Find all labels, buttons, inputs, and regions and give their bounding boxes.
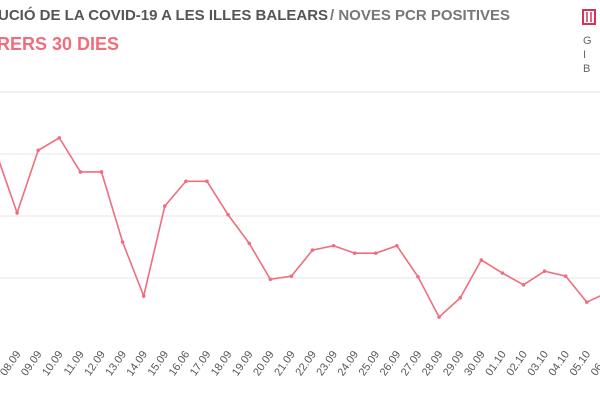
x-tick-label: 27.09	[399, 349, 425, 378]
x-tick-label: 04.10	[547, 349, 573, 378]
point	[416, 274, 420, 279]
point	[184, 179, 188, 184]
x-tick-label: 05.10	[568, 349, 594, 378]
point	[458, 296, 463, 300]
x-tick-label: 28.09	[420, 349, 446, 378]
point	[500, 271, 505, 275]
point	[331, 243, 336, 248]
logo: G I B	[582, 9, 596, 75]
x-tick-label: 20.09	[251, 349, 277, 378]
x-tick-label: 19.09	[230, 349, 256, 378]
point	[521, 283, 526, 287]
x-tick-label: 15.09	[146, 349, 172, 378]
logo-text: I	[583, 49, 586, 61]
x-tick-label: 21.09	[272, 349, 298, 378]
chart-subtitle: RERS 30 DIES	[0, 34, 119, 54]
x-tick-label: 25.09	[357, 349, 383, 378]
x-tick-label: 12.09	[82, 349, 108, 378]
point	[57, 136, 62, 140]
point	[78, 170, 83, 174]
point	[15, 211, 19, 215]
point	[374, 251, 378, 255]
point	[163, 204, 167, 208]
x-tick-label: 17.09	[188, 349, 214, 378]
point	[352, 251, 357, 255]
point	[395, 243, 399, 248]
x-tick-label: 06.10	[589, 349, 600, 378]
x-tick-label: 23.09	[314, 349, 340, 378]
point	[99, 170, 104, 174]
x-tick-label: 26.09	[378, 349, 404, 378]
x-tick-label: 02.10	[504, 349, 530, 378]
x-tick-label: 22.09	[293, 349, 319, 378]
logo-icon	[582, 9, 596, 25]
point	[479, 258, 484, 262]
x-tick-label: 14.09	[125, 349, 151, 378]
x-tick-label: 11.09	[62, 349, 87, 378]
x-tick-label: 09.09	[19, 349, 45, 378]
x-tick-label: 30.09	[462, 349, 488, 378]
point	[226, 212, 230, 217]
line	[0, 136, 600, 319]
x-tick-label: 24.09	[336, 349, 362, 378]
point	[542, 269, 547, 273]
point	[563, 274, 568, 278]
x-tick-label: 08.09	[0, 349, 24, 378]
x-tick-label: 01.10	[483, 349, 509, 378]
x-tick-label: 16.06	[167, 349, 193, 378]
point	[120, 240, 125, 244]
x-tick-label: 10.09	[40, 349, 66, 378]
x-tick-label: 29.09	[441, 349, 467, 378]
point	[437, 315, 441, 319]
logo-text: B	[583, 63, 590, 75]
point	[36, 148, 40, 153]
point	[247, 241, 251, 246]
point	[310, 248, 315, 252]
chart-title: UCIÓ DE LA COVID-19 A LES ILLES BALEARS	[0, 6, 328, 24]
x-tick-label: 03.10	[525, 349, 551, 378]
x-tick-label: 13.09	[103, 349, 129, 378]
point	[289, 274, 294, 278]
point	[268, 277, 273, 282]
chart-title-suffix: / NOVES PCR POSITIVES	[330, 7, 510, 24]
point	[141, 294, 146, 298]
logo-text: G	[583, 35, 592, 47]
point	[585, 300, 589, 304]
x-tick-label: 18.09	[209, 349, 235, 378]
point	[205, 179, 209, 184]
